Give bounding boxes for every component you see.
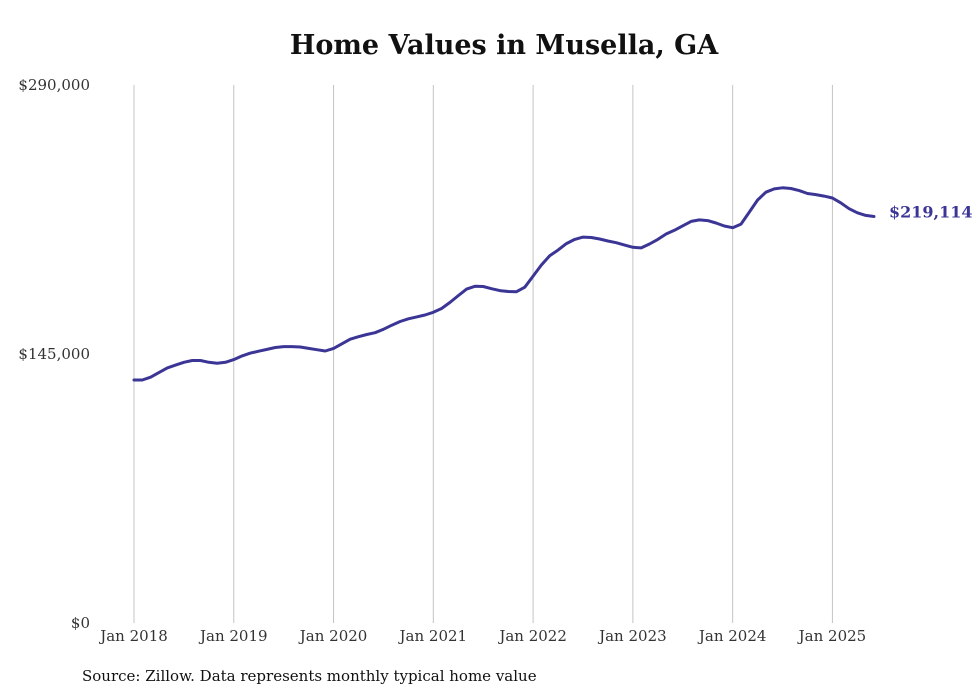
x-tick-label: Jan 2019 [198, 627, 268, 645]
y-tick-label: $0 [71, 614, 90, 632]
data-labels: $219,114 [889, 203, 973, 222]
chart-title: Home Values in Musella, GA [289, 30, 719, 61]
y-tick-label: $290,000 [18, 76, 90, 94]
x-tick-label: Jan 2020 [298, 627, 368, 645]
series-line [132, 186, 876, 382]
x-tick-label: Jan 2025 [797, 627, 867, 645]
x-tick-label: Jan 2021 [398, 627, 468, 645]
series-layer [132, 186, 876, 382]
gridlines [133, 85, 833, 623]
x-tick-label: Jan 2022 [497, 627, 567, 645]
source-note: Source: Zillow. Data represents monthly … [82, 667, 537, 685]
y-axis-ticks: $0 $145,000 $290,000 [18, 76, 90, 632]
x-axis-ticks: Jan 2018 Jan 2019 Jan 2020 Jan 2021 Jan 2022… [98, 627, 866, 645]
x-tick-label: Jan 2018 [98, 627, 168, 645]
y-tick-label: $145,000 [18, 345, 90, 363]
end-value-label: $219,114 [889, 203, 973, 222]
x-tick-label: Jan 2024 [697, 627, 767, 645]
x-tick-label: Jan 2023 [597, 627, 667, 645]
